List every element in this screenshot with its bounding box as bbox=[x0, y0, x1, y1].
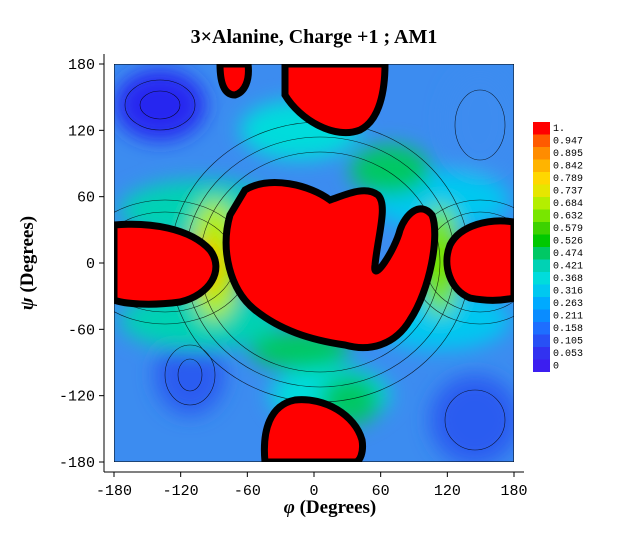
low-region bbox=[115, 70, 205, 140]
colorbar-swatch bbox=[533, 209, 550, 222]
high-region bbox=[222, 179, 439, 351]
x-tick-label: -120 bbox=[163, 483, 199, 500]
colorbar-swatch bbox=[533, 272, 550, 285]
colorbar-label: 0.263 bbox=[553, 299, 583, 310]
colorbar-label: 0.737 bbox=[553, 187, 583, 198]
colorbar-swatch bbox=[533, 197, 550, 210]
x-tick-label: -60 bbox=[234, 483, 261, 500]
high-region bbox=[114, 220, 220, 308]
colorbar-label: 0.368 bbox=[553, 274, 583, 285]
colorbar-swatch bbox=[533, 284, 550, 297]
colorbar-swatch bbox=[533, 247, 550, 260]
y-tick-label: 60 bbox=[77, 190, 95, 207]
y-tick-label: 180 bbox=[68, 57, 95, 74]
colorbar-label: 0.053 bbox=[553, 349, 583, 360]
colorbar-swatch bbox=[533, 359, 550, 372]
contour-line bbox=[139, 90, 181, 120]
colorbar-swatch bbox=[533, 134, 550, 147]
y-tick-label: -120 bbox=[59, 389, 95, 406]
contour-line bbox=[124, 79, 196, 131]
x-tick-label: -180 bbox=[96, 483, 132, 500]
colorbar-label: 0.316 bbox=[553, 287, 583, 298]
high-region bbox=[443, 217, 514, 304]
colorbar-label: 0.789 bbox=[553, 174, 583, 185]
y-tick-label: -60 bbox=[68, 322, 95, 339]
colorbar-swatch bbox=[533, 297, 550, 310]
colorbar-swatch bbox=[533, 259, 550, 272]
colorbar-label: 0.421 bbox=[553, 262, 583, 273]
colorbar-swatch bbox=[533, 172, 550, 185]
y-tick-label: 0 bbox=[86, 256, 95, 273]
x-tick-label: 180 bbox=[500, 483, 527, 500]
colorbar-label: 0.842 bbox=[553, 162, 583, 173]
low-region bbox=[445, 70, 514, 170]
colorbar-label: 0.474 bbox=[553, 249, 583, 260]
contour-line bbox=[454, 89, 506, 161]
colorbar-label: 0.632 bbox=[553, 212, 583, 223]
x-tick-label: 120 bbox=[434, 483, 461, 500]
colorbar-label: 0.684 bbox=[553, 199, 583, 210]
colorbar-swatch bbox=[533, 309, 550, 322]
colorbar-label: 0.895 bbox=[553, 149, 583, 160]
colorbar-swatch bbox=[533, 159, 550, 172]
y-tick-label: 120 bbox=[68, 123, 95, 140]
mid-region bbox=[350, 145, 430, 195]
high-region bbox=[281, 64, 389, 137]
colorbar-label: 0 bbox=[553, 362, 559, 373]
colorbar-swatch bbox=[533, 334, 550, 347]
contour-line bbox=[177, 358, 203, 392]
colorbar-swatch bbox=[533, 222, 550, 235]
y-axis-label: ψ (Degrees) bbox=[17, 215, 38, 311]
colorbar-swatch bbox=[533, 122, 550, 135]
colorbar-label: 0.947 bbox=[553, 137, 583, 148]
chart-title: 3×Alanine, Charge +1 ; AM1 bbox=[190, 26, 438, 48]
contour-line bbox=[444, 389, 506, 451]
x-axis-label: φ (Degrees) bbox=[283, 497, 377, 518]
x-tick-label: 60 bbox=[372, 483, 390, 500]
colorbar-label: 0.105 bbox=[553, 337, 583, 348]
high-region bbox=[260, 396, 366, 462]
colorbar-swatch bbox=[533, 347, 550, 360]
high-region bbox=[216, 64, 252, 99]
colorbar-swatch bbox=[533, 147, 550, 160]
colorbar-label: 0.158 bbox=[553, 324, 583, 335]
low-region bbox=[430, 375, 514, 462]
contour-line bbox=[164, 344, 216, 406]
colorbar-label: 0.526 bbox=[553, 237, 583, 248]
colorbar-label: 0.579 bbox=[553, 224, 583, 235]
colorbar-label: 1. bbox=[553, 124, 565, 135]
y-tick-label: -180 bbox=[59, 455, 95, 472]
colorbar-swatch bbox=[533, 184, 550, 197]
colorbar-swatch bbox=[533, 322, 550, 335]
colorbar-label: 0.211 bbox=[553, 312, 583, 323]
x-tick-label: 0 bbox=[309, 483, 318, 500]
colorbar-swatch bbox=[533, 234, 550, 247]
heatmap-plot-area bbox=[114, 64, 514, 462]
